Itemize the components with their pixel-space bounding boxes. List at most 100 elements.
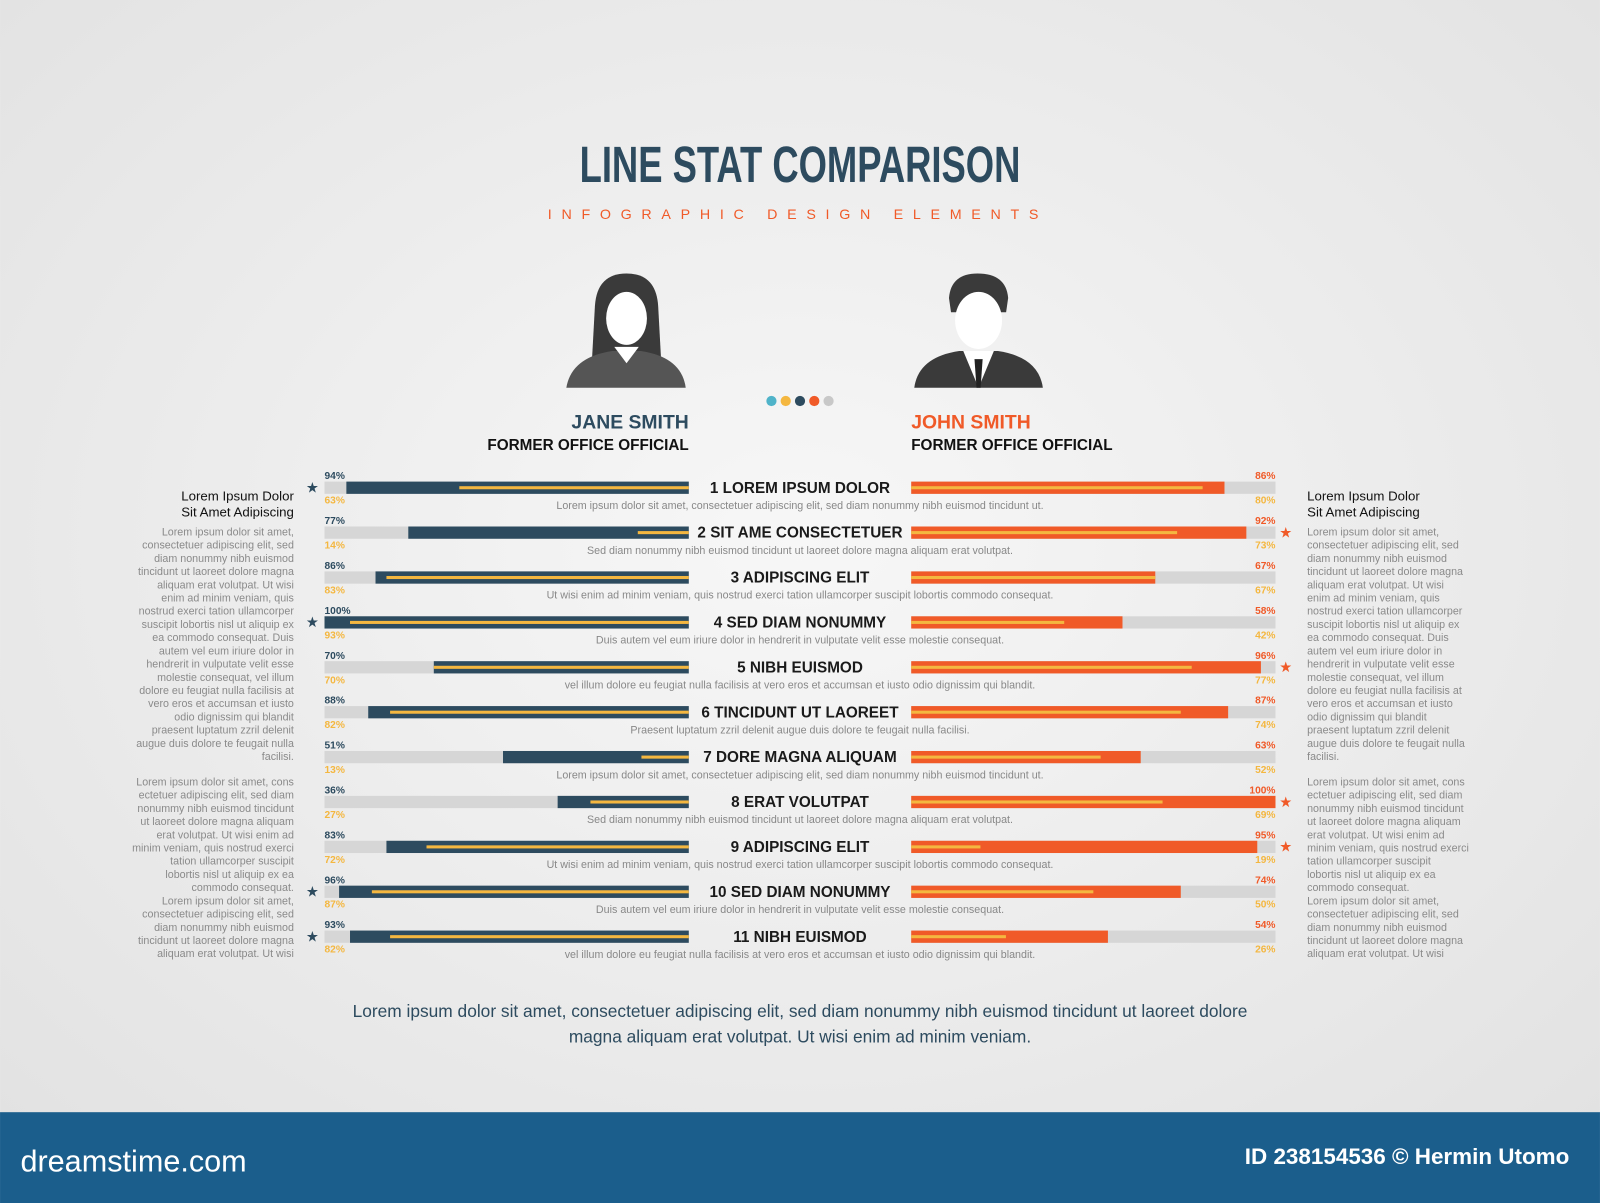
side-paragraph: autem vel eum iriure dolor in — [1307, 645, 1442, 657]
side-paragraph: enim ad minim veniam, quis — [1307, 593, 1440, 605]
side-paragraph: praesent luptatum zzril delenit — [152, 725, 294, 737]
side-paragraph: nostrud exerci tation ullamcorper — [1307, 606, 1463, 618]
footer-text: Lorem ipsum dolor sit amet, consectetuer… — [353, 1001, 1248, 1021]
side-paragraph: ectetuer adipiscing elit, sed diam — [1307, 790, 1462, 802]
value-label: 86% — [1255, 471, 1275, 482]
value-label: 74% — [1255, 875, 1275, 886]
avatar-male — [914, 273, 1043, 388]
banner-site: dreamstime.com — [20, 1144, 246, 1178]
bar-left-secondary — [390, 935, 689, 939]
value-label: 69% — [1255, 810, 1275, 821]
dots — [766, 395, 834, 407]
star: ★ — [1279, 660, 1292, 676]
bar-right-secondary — [911, 575, 1156, 580]
value-label: 52% — [1255, 765, 1275, 776]
value-label: 92% — [1255, 516, 1275, 527]
row-label: 2 SIT AME CONSECTETUER — [697, 525, 902, 542]
side-paragraph: suscipit lobortis nisl ut aliquip ex — [142, 619, 295, 631]
row-description: Duis autem vel eum iriure dolor in hendr… — [596, 904, 1004, 916]
star: ★ — [306, 615, 319, 631]
side-paragraph: aliquam erat volutpat. Ut wisi — [157, 948, 294, 960]
side-heading: Lorem Ipsum Dolor — [1307, 488, 1420, 503]
bar-left-secondary — [386, 575, 689, 580]
row-description: vel illum dolore eu feugiat nulla facili… — [565, 680, 1036, 692]
side-paragraph: molestie consequat, vel illum — [1307, 672, 1444, 684]
person-name: JANE SMITH — [571, 412, 688, 434]
row-label: 9 ADIPISCING ELIT — [731, 839, 870, 856]
row-description: Sed diam nonummy nibh euismod tincidunt … — [587, 545, 1013, 557]
side-paragraph: molestie consequat, vel illum — [157, 672, 294, 684]
row-description: Ut wisi enim ad minim veniam, quis nostr… — [547, 590, 1054, 602]
bar-right-secondary — [911, 845, 981, 849]
side-paragraph: diam nonummy nibh euismod — [1307, 922, 1447, 934]
side-paragraph: ea commodo consequat. Duis — [1307, 632, 1449, 644]
side-paragraph: nostrud exerci tation ullamcorper — [139, 606, 295, 618]
person-name: JOHN SMITH — [911, 412, 1031, 434]
side-paragraph: facilisi. — [262, 751, 294, 763]
bar-right — [911, 840, 1258, 854]
value-label: 93% — [325, 630, 345, 641]
bar-right-secondary — [911, 531, 1178, 535]
bar-right-secondary — [911, 710, 1181, 714]
side-paragraph: Lorem ipsum dolor sit amet, — [1307, 526, 1439, 538]
side-paragraph: dolore eu feugiat nulla facilisis at — [1307, 685, 1462, 697]
side-paragraph: erat volutpat. Ut wisi enim ad — [156, 829, 293, 841]
side-paragraph: diam nonummy nibh euismod — [1307, 553, 1447, 565]
value-label: 94% — [325, 471, 345, 482]
side-paragraph: erat volutpat. Ut wisi enim ad — [1307, 829, 1444, 841]
side-paragraph: aliquam erat volutpat. Ut wisi — [157, 579, 294, 591]
row-description: Lorem ipsum dolor sit amet, consectetuer… — [556, 769, 1043, 781]
side-heading: Sit Amet Adipiscing — [181, 505, 294, 520]
value-label: 70% — [325, 675, 345, 686]
row-label: 7 DORE MAGNA ALIQUAM — [703, 749, 896, 766]
banner-credit: ID 238154536 © Hermin Utomo — [1245, 1144, 1570, 1169]
side-paragraph: nonummy nibh euismod tincidunt — [137, 803, 293, 815]
side-paragraph: ea commodo consequat. Duis — [152, 632, 294, 644]
side-paragraph: commodo consequat. — [1307, 882, 1409, 894]
row-label: 8 ERAT VOLUTPAT — [731, 794, 869, 811]
bar-right-secondary — [911, 935, 1006, 939]
bar-left-secondary — [371, 890, 689, 894]
bar-left-secondary — [459, 486, 689, 490]
value-label: 67% — [1255, 585, 1275, 596]
row-description: Sed diam nonummy nibh euismod tincidunt … — [587, 814, 1013, 826]
footer-text: magna aliquam erat volutpat. Ut wisi eni… — [569, 1026, 1031, 1046]
bar-left-secondary — [641, 755, 689, 759]
value-label: 77% — [325, 516, 345, 527]
value-label: 100% — [1249, 785, 1275, 796]
person-role: FORMER OFFICE OFFICIAL — [487, 437, 688, 454]
value-label: 87% — [325, 900, 345, 911]
star: ★ — [1279, 840, 1292, 856]
bar-right-secondary — [911, 890, 1094, 894]
value-label: 50% — [1255, 900, 1275, 911]
side-paragraph: facilisi. — [1307, 751, 1339, 763]
person-role: FORMER OFFICE OFFICIAL — [911, 437, 1112, 454]
value-label: 70% — [325, 651, 345, 662]
avatar-female — [566, 273, 686, 388]
side-paragraph: minim veniam, quis nostrud exerci — [132, 843, 294, 855]
row-description: Duis autem vel eum iriure dolor in hendr… — [596, 635, 1004, 647]
side-heading: Sit Amet Adipiscing — [1307, 505, 1420, 520]
value-label: 96% — [325, 875, 345, 886]
value-label: 42% — [1255, 630, 1275, 641]
bar-left-secondary — [590, 800, 689, 804]
side-paragraph: nonummy nibh euismod tincidunt — [1307, 803, 1463, 815]
row-label: 11 NIBH EUISMOD — [733, 929, 866, 946]
value-label: 14% — [325, 541, 345, 552]
row-label: 10 SED DIAM NONUMMY — [709, 884, 890, 901]
bar-left-secondary — [637, 531, 689, 535]
star: ★ — [1279, 795, 1292, 811]
value-label: 58% — [1255, 606, 1275, 617]
side-paragraph: aliquam erat volutpat. Ut wisi — [1307, 579, 1444, 591]
value-label: 82% — [325, 720, 345, 731]
bar-right-secondary — [911, 620, 1065, 624]
side-paragraph: enim ad minim veniam, quis — [161, 593, 294, 605]
side-paragraph: consectetuer adipiscing elit, sed — [142, 540, 294, 552]
side-paragraph: suscipit lobortis nisl ut aliquip ex — [1307, 619, 1460, 631]
value-label: 100% — [325, 606, 351, 617]
side-paragraph: consectetuer adipiscing elit, sed — [142, 909, 294, 921]
value-label: 86% — [325, 561, 345, 572]
